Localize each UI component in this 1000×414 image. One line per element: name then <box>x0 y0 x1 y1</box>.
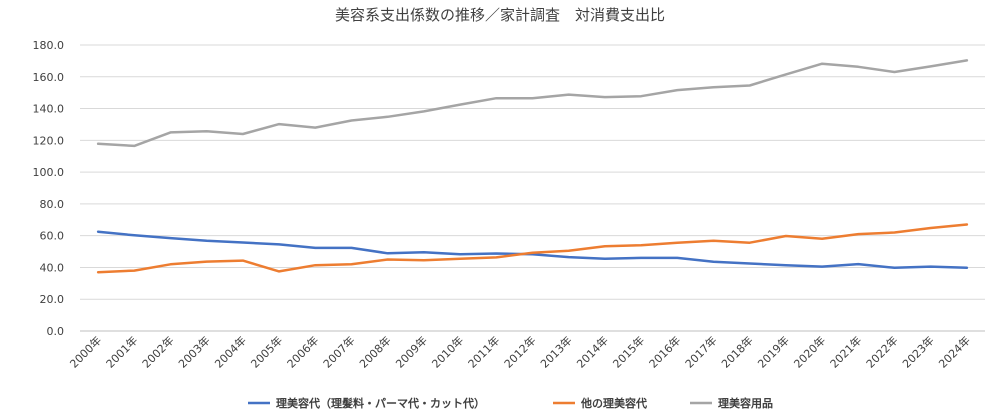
x-tick-label: 2022年 <box>863 333 900 370</box>
series-line-3 <box>96 59 969 148</box>
legend-label: 理美容用品 <box>718 396 773 410</box>
x-tick-label: 2003年 <box>175 333 212 370</box>
y-tick-label: 120.0 <box>33 134 65 147</box>
x-tick-label: 2000年 <box>67 333 104 370</box>
x-tick-label: 2018年 <box>718 333 755 370</box>
x-tick-label: 2013年 <box>537 333 574 370</box>
x-tick-label: 2011年 <box>465 333 502 370</box>
y-tick-label: 0.0 <box>47 325 65 338</box>
x-tick-label: 2016年 <box>646 333 683 370</box>
y-tick-label: 180.0 <box>33 39 65 52</box>
x-tick-label: 2009年 <box>393 333 430 370</box>
series-line-2 <box>96 223 969 274</box>
y-tick-label: 100.0 <box>33 166 65 179</box>
y-tick-label: 20.0 <box>40 293 65 306</box>
x-tick-label: 2010年 <box>429 333 466 370</box>
x-tick-label: 2002年 <box>139 333 176 370</box>
x-tick-label: 2019年 <box>755 333 792 370</box>
chart-title: 美容系支出係数の推移／家計調査 対消費支出比 <box>335 6 665 24</box>
y-tick-label: 40.0 <box>40 261 65 274</box>
gridlines <box>80 44 985 332</box>
x-tick-label: 2014年 <box>574 333 611 370</box>
legend: 理美容代（理髪料・パーマ代・カット代） 他の理美容代 理美容用品 <box>248 396 773 410</box>
x-tick-label: 2005年 <box>248 333 285 370</box>
x-tick-label: 2023年 <box>899 333 936 370</box>
y-tick-label: 80.0 <box>40 198 65 211</box>
x-tick-label: 2001年 <box>103 333 140 370</box>
x-tick-label: 2021年 <box>827 333 864 370</box>
x-tick-label: 2008年 <box>356 333 393 370</box>
series-lines <box>96 59 969 274</box>
x-tick-label: 2015年 <box>610 333 647 370</box>
y-tick-label: 60.0 <box>40 230 65 243</box>
series-line-1 <box>96 230 969 270</box>
x-tick-label: 2024年 <box>936 333 973 370</box>
legend-label: 理美容代（理髪料・パーマ代・カット代） <box>276 396 485 410</box>
x-tick-label: 2017年 <box>682 333 719 370</box>
x-tick-label: 2012年 <box>501 333 538 370</box>
x-tick-label: 2004年 <box>212 333 249 370</box>
x-tick-label: 2007年 <box>320 333 357 370</box>
x-axis-ticks: 2000年 2001年 2002年 2003年 2004年 2005年 2006年 2007年… <box>67 333 973 370</box>
x-tick-label: 2006年 <box>284 333 321 370</box>
x-tick-label: 2020年 <box>791 333 828 370</box>
y-tick-label: 140.0 <box>33 103 65 116</box>
legend-label: 他の理美容代 <box>580 396 647 410</box>
y-axis-ticks: 0.0 20.0 40.0 60.0 80.0 100.0 120.0 140.0 160.0 1… <box>33 39 65 338</box>
y-tick-label: 160.0 <box>33 71 65 84</box>
